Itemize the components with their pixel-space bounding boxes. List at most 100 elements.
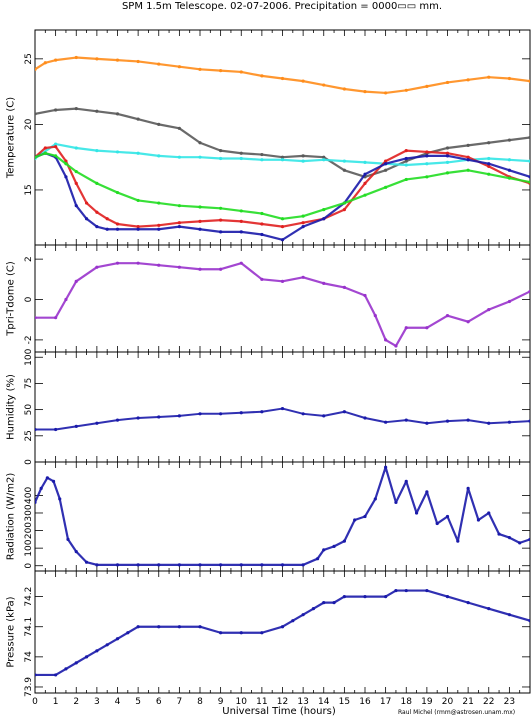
data-point bbox=[64, 667, 68, 671]
data-point bbox=[219, 412, 223, 416]
data-point bbox=[315, 557, 320, 561]
data-point bbox=[95, 57, 99, 61]
data-point bbox=[466, 155, 470, 159]
x-tick-label: 21 bbox=[462, 697, 473, 707]
data-point bbox=[280, 625, 285, 629]
data-point bbox=[64, 175, 68, 179]
data-point bbox=[322, 208, 326, 212]
data-point bbox=[363, 514, 367, 519]
data-point bbox=[456, 539, 460, 543]
data-point bbox=[280, 76, 285, 81]
y-tick-label: 300 bbox=[24, 504, 34, 521]
data-point bbox=[95, 149, 99, 153]
data-point bbox=[115, 637, 120, 641]
y-tick-label: 75 bbox=[24, 378, 34, 389]
data-point bbox=[466, 143, 470, 147]
data-point bbox=[363, 416, 367, 420]
data-point bbox=[487, 607, 491, 611]
data-point bbox=[64, 297, 68, 302]
data-point bbox=[95, 181, 99, 185]
data-point bbox=[177, 563, 181, 567]
data-point bbox=[239, 411, 243, 415]
data-point bbox=[105, 643, 109, 647]
data-point bbox=[394, 344, 398, 348]
data-point bbox=[95, 649, 99, 653]
x-tick-label: 10 bbox=[236, 697, 248, 707]
data-point bbox=[445, 160, 450, 165]
data-point bbox=[363, 160, 367, 165]
data-point bbox=[466, 158, 470, 162]
data-point bbox=[35, 500, 37, 505]
data-point bbox=[136, 563, 140, 567]
data-point bbox=[384, 185, 388, 189]
y-tick-label: 25 bbox=[24, 430, 34, 441]
x-tick-label: 15 bbox=[339, 697, 350, 707]
y-tick-label: 0 bbox=[24, 459, 34, 465]
data-point bbox=[322, 158, 326, 162]
data-point bbox=[157, 122, 161, 126]
x-tick-label: 0 bbox=[32, 697, 38, 707]
data-point bbox=[45, 476, 49, 480]
data-point bbox=[528, 619, 530, 623]
data-point bbox=[497, 532, 501, 536]
data-point bbox=[35, 427, 37, 432]
data-point bbox=[198, 155, 202, 159]
series-group bbox=[35, 406, 530, 432]
data-point bbox=[466, 418, 470, 422]
data-point bbox=[136, 416, 140, 420]
data-point bbox=[39, 486, 43, 490]
data-point bbox=[157, 227, 161, 231]
data-point bbox=[54, 142, 58, 146]
series-blue-line bbox=[35, 589, 530, 677]
data-point bbox=[280, 563, 285, 567]
data-point bbox=[136, 625, 140, 629]
data-point bbox=[74, 181, 78, 185]
data-point bbox=[342, 159, 346, 163]
y-tick-label: 400 bbox=[24, 487, 34, 504]
data-point bbox=[435, 521, 439, 526]
data-point bbox=[507, 138, 511, 142]
y-tick-label: 15 bbox=[24, 184, 34, 195]
data-point bbox=[507, 535, 511, 540]
data-point bbox=[425, 154, 429, 158]
data-point bbox=[342, 595, 346, 599]
x-tick-label: 18 bbox=[401, 697, 413, 707]
data-point bbox=[394, 588, 398, 593]
data-point bbox=[219, 563, 223, 567]
data-point bbox=[177, 65, 181, 69]
data-point bbox=[301, 159, 305, 163]
data-point bbox=[239, 230, 243, 234]
data-point bbox=[115, 150, 120, 154]
data-point bbox=[342, 168, 346, 172]
data-point bbox=[322, 83, 326, 87]
data-point bbox=[84, 560, 89, 564]
data-point bbox=[74, 107, 78, 111]
data-point bbox=[95, 563, 99, 567]
data-point bbox=[414, 511, 419, 515]
series-blue-line bbox=[35, 466, 530, 566]
data-point bbox=[198, 205, 202, 209]
data-point bbox=[105, 227, 109, 231]
y-tick-label: 50 bbox=[24, 404, 34, 416]
data-point bbox=[115, 112, 120, 116]
data-point bbox=[425, 162, 429, 166]
data-point bbox=[239, 151, 243, 155]
data-point bbox=[404, 177, 408, 182]
data-point bbox=[177, 414, 181, 418]
data-point bbox=[507, 613, 511, 617]
data-point bbox=[445, 154, 450, 158]
y-tick-label: 2 bbox=[24, 256, 34, 262]
data-point bbox=[219, 230, 223, 234]
data-point bbox=[260, 563, 264, 567]
data-point bbox=[373, 314, 377, 318]
data-point bbox=[280, 155, 285, 159]
data-point bbox=[466, 601, 470, 605]
data-point bbox=[95, 265, 99, 269]
x-tick-label: 17 bbox=[380, 697, 391, 707]
data-point bbox=[301, 214, 305, 218]
data-point bbox=[301, 412, 305, 416]
data-point bbox=[115, 227, 120, 231]
data-point bbox=[260, 410, 264, 414]
data-point bbox=[487, 164, 491, 168]
